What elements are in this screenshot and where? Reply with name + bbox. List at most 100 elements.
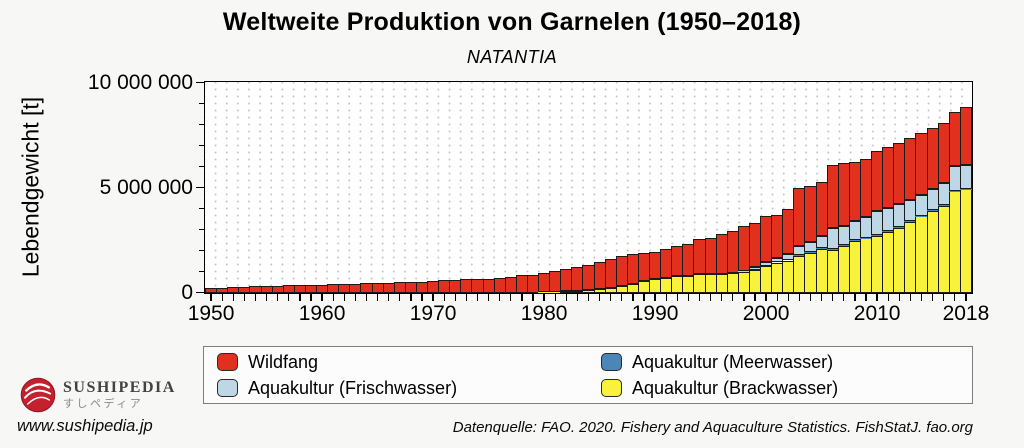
legend-item-meerwasser: Aquakultur (Meerwasser) (588, 352, 972, 373)
x-tick-label: 1990 (631, 302, 679, 325)
segment-aquakultur-meerwasser (838, 245, 850, 246)
x-year-tick (654, 294, 656, 301)
y-minor-tick (199, 123, 204, 126)
x-year-tick (288, 294, 290, 301)
segment-aquakultur-meerwasser (793, 255, 805, 256)
brand-name-japanese: すしペディア (63, 397, 144, 410)
segment-aquakultur-meerwasser (938, 205, 950, 207)
chart-subtitle: NATANTIA (466, 47, 558, 67)
legend-item-brackwasser: Aquakultur (Brackwasser) (588, 378, 972, 399)
x-year-tick (598, 294, 601, 301)
y-tick-label: 10 000 000 (87, 71, 193, 94)
x-year-tick (454, 294, 456, 301)
x-year-tick (421, 294, 423, 301)
segment-aquakultur-meerwasser (960, 188, 972, 190)
x-year-tick (321, 294, 323, 301)
x-year-tick (776, 294, 778, 301)
x-tick-label: 1960 (298, 302, 346, 325)
brand-text: SUSHIPEDIA すしペディア (63, 378, 176, 410)
x-year-tick (709, 294, 712, 301)
x-year-tick (354, 294, 357, 301)
segment-aquakultur-meerwasser (904, 220, 916, 222)
x-tick-label: 2010 (853, 302, 901, 325)
x-year-tick (832, 294, 834, 301)
y-tick-label: 5 000 000 (99, 176, 193, 199)
x-year-tick (820, 294, 823, 301)
segment-aquakultur-meerwasser (827, 249, 839, 250)
x-year-tick (221, 294, 223, 301)
x-year-tick (243, 294, 245, 301)
x-year-tick (443, 294, 445, 301)
y-minor-tick (199, 144, 204, 147)
x-year-tick (787, 294, 789, 301)
bar-2015 (927, 83, 939, 293)
legend-item-wildfang: Wildfang (204, 352, 588, 373)
sushipedia-logo-icon (20, 377, 56, 413)
y-tick-label: 0 (181, 281, 193, 304)
y-axis-label: Lebendgewicht [t] (17, 96, 44, 278)
y-major-tick (196, 186, 204, 189)
x-tick-label: 1970 (409, 302, 457, 325)
segment-aquakultur-meerwasser (860, 237, 872, 239)
segment-aquakultur-meerwasser (849, 240, 861, 241)
y-major-tick (196, 291, 204, 294)
legend-box: Wildfang Aquakultur (Frischwasser) Aquak… (203, 346, 973, 404)
x-year-tick (576, 294, 579, 301)
bar-1999 (749, 83, 761, 293)
y-major-tick (196, 81, 204, 84)
x-year-tick (621, 294, 623, 301)
x-year-tick (232, 294, 234, 301)
y-minor-tick (199, 249, 204, 252)
x-year-tick (732, 294, 734, 301)
segment-aquakultur-meerwasser (871, 235, 883, 236)
bar-2009 (860, 83, 872, 293)
segment-aquakultur-meerwasser (804, 252, 817, 254)
x-year-tick (632, 294, 634, 301)
x-year-tick (843, 294, 845, 301)
x-year-tick (521, 294, 523, 301)
x-year-tick (798, 294, 801, 301)
frischwasser-swatch (217, 379, 238, 397)
plot-area (204, 81, 973, 294)
x-year-tick (665, 294, 667, 301)
brand-name: SUSHIPEDIA (63, 378, 176, 396)
x-year-tick (765, 294, 767, 301)
chart-title: Weltweite Produktion von Garnelen (1950–… (222, 8, 802, 36)
segment-aquakultur-frischwasser (738, 270, 750, 272)
x-year-tick (565, 294, 567, 301)
brackwasser-swatch (601, 379, 622, 397)
x-year-tick (210, 294, 212, 301)
bar-2003 (793, 83, 805, 293)
bar-2006 (827, 83, 839, 293)
legend-label: Aquakultur (Meerwasser) (632, 351, 834, 372)
segment-aquakultur-meerwasser (927, 210, 939, 212)
x-year-tick (854, 294, 856, 301)
x-year-tick (465, 294, 468, 301)
x-year-tick (532, 294, 534, 301)
y-minor-tick (199, 228, 204, 231)
bar-2000 (760, 83, 772, 293)
segment-aquakultur-brackwasser (538, 292, 550, 293)
segment-aquakultur-meerwasser (893, 227, 905, 228)
x-year-tick (865, 294, 867, 301)
segment-aquakultur-brackwasser (960, 189, 972, 293)
x-year-tick (943, 294, 945, 301)
x-year-tick (388, 294, 390, 301)
x-year-tick (909, 294, 912, 301)
legend-item-frischwasser: Aquakultur (Frischwasser) (204, 378, 588, 399)
segment-aquakultur-meerwasser (915, 215, 928, 217)
x-year-tick (643, 294, 645, 301)
bar-2017 (949, 83, 961, 293)
x-tick-label: 1980 (520, 302, 568, 325)
x-year-tick (410, 294, 412, 301)
segment-aquakultur-meerwasser (882, 231, 894, 233)
x-year-tick (332, 294, 334, 301)
x-year-tick (265, 294, 268, 301)
y-minor-tick (199, 207, 204, 210)
brand-url[interactable]: www.sushipedia.jp (17, 417, 153, 435)
bar-1994 (693, 83, 706, 293)
legend-label: Wildfang (248, 351, 319, 372)
meerwasser-swatch (601, 353, 622, 371)
x-year-tick (687, 294, 690, 301)
